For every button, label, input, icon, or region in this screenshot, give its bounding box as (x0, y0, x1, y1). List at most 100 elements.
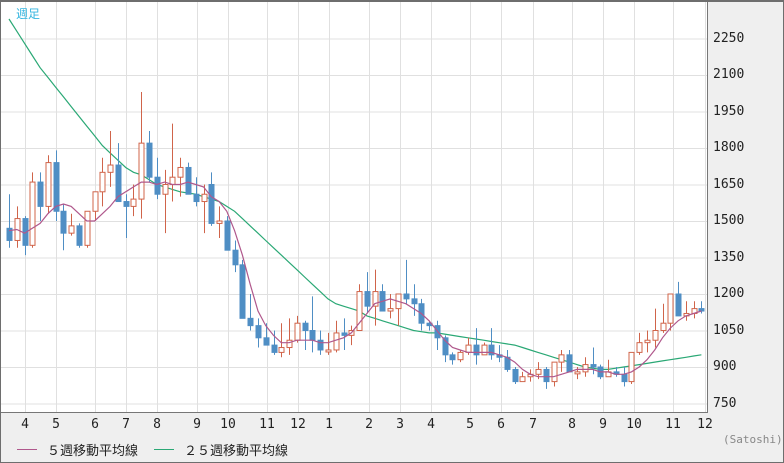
candle-down (76, 225, 83, 246)
candle-up (130, 198, 137, 207)
y-tick-label: 2250 (713, 30, 745, 46)
x-tick-label: 7 (122, 417, 130, 432)
candle-up (465, 344, 472, 353)
y-tick-label: 1050 (713, 322, 745, 338)
candle-up (652, 330, 659, 341)
candle-up (92, 191, 99, 212)
candle-down (675, 293, 682, 317)
ma5-swatch (17, 449, 37, 450)
candle-up (481, 344, 488, 356)
candle-down (232, 249, 239, 266)
x-tick-label: 4 (427, 417, 435, 432)
ma25-line (8, 18, 702, 370)
candle-up (99, 171, 106, 193)
x-tick-label: 3 (396, 417, 404, 432)
candle-down (403, 293, 410, 300)
legend-ma25: ２５週移動平均線 (154, 440, 288, 459)
candle-down (37, 181, 44, 207)
candle-down (115, 164, 122, 203)
x-tick-label: 8 (153, 417, 161, 432)
candle-up (216, 220, 223, 224)
candle-up (660, 322, 667, 332)
candle-down (193, 193, 200, 203)
candle-up (387, 308, 394, 312)
candle-up (558, 354, 565, 363)
candle-down (512, 368, 519, 383)
candle-down (302, 322, 309, 332)
x-tick-label: 10 (220, 417, 236, 432)
candle-up (519, 376, 526, 383)
candle-up (644, 339, 651, 344)
y-tick-label: 900 (713, 359, 737, 374)
candle-up (582, 364, 589, 373)
x-tick-label: 6 (91, 417, 99, 432)
x-tick-label: 2 (365, 417, 373, 432)
candle-down (239, 264, 246, 319)
x-tick-label: 8 (568, 417, 576, 432)
candle-up (29, 181, 36, 246)
candle-up (138, 142, 145, 200)
candle-up (457, 351, 464, 361)
candle-up (333, 332, 340, 351)
candle-up (667, 293, 674, 324)
y-tick-label: 750 (713, 395, 737, 411)
y-tick-label: 2100 (713, 67, 745, 82)
unit-label: (Satoshi) (723, 433, 783, 446)
candle-down (309, 330, 316, 341)
y-tick-label: 1650 (713, 176, 745, 192)
candle-up (551, 361, 558, 383)
candle-down (442, 337, 449, 356)
candle-up (294, 322, 301, 341)
candle-down (255, 325, 262, 339)
candle-down (621, 373, 628, 383)
candle-down (146, 142, 153, 178)
x-tick-label: 4 (21, 417, 29, 432)
y-tick-label: 1200 (713, 286, 745, 301)
candle-up (162, 184, 169, 195)
candle-down (60, 210, 67, 234)
candle-down (449, 354, 456, 361)
x-tick-label: 12 (697, 417, 713, 432)
candle-up (286, 339, 293, 349)
candle-down (698, 308, 705, 312)
candle-down (208, 184, 215, 224)
candle-down (566, 354, 573, 373)
candle-down (473, 344, 480, 356)
legend-ma25-label: ２５週移動平均線 (184, 444, 289, 459)
x-tick-label: 5 (52, 417, 60, 432)
candle-down (154, 176, 161, 195)
x-tick-label: 5 (466, 417, 474, 432)
candle-down (488, 344, 495, 356)
candle-down (6, 227, 13, 241)
candle-down (317, 339, 324, 351)
candle-up (201, 193, 208, 203)
y-tick-label: 1800 (713, 140, 745, 155)
candle-up (636, 342, 643, 353)
x-tick-label: 10 (626, 417, 642, 432)
candle-down (185, 166, 192, 195)
candle-up (535, 368, 542, 375)
x-tick-label: 12 (290, 417, 306, 432)
candle-up (278, 347, 285, 353)
candle-down (53, 162, 60, 212)
candle-up (45, 162, 52, 207)
x-tick-label: 9 (599, 417, 607, 432)
x-tick-label: 9 (193, 417, 201, 432)
candle-up (574, 371, 581, 375)
x-tick-label: 7 (529, 417, 537, 432)
x-tick-label: 6 (497, 417, 505, 432)
candle-down (341, 332, 348, 336)
candle-up (356, 291, 363, 332)
legend-ma5-label: ５週移動平均線 (47, 444, 139, 459)
candle-up (68, 225, 75, 234)
ma5-line (8, 181, 702, 378)
candle-up (628, 351, 635, 383)
candle-up (325, 349, 332, 353)
candle-down (411, 298, 418, 305)
plot-area: 週足 (1, 2, 708, 413)
x-tick-label: 11 (665, 417, 681, 432)
candle-up (107, 164, 114, 173)
x-tick-label: 1 (325, 417, 333, 432)
candle-down (224, 220, 231, 251)
